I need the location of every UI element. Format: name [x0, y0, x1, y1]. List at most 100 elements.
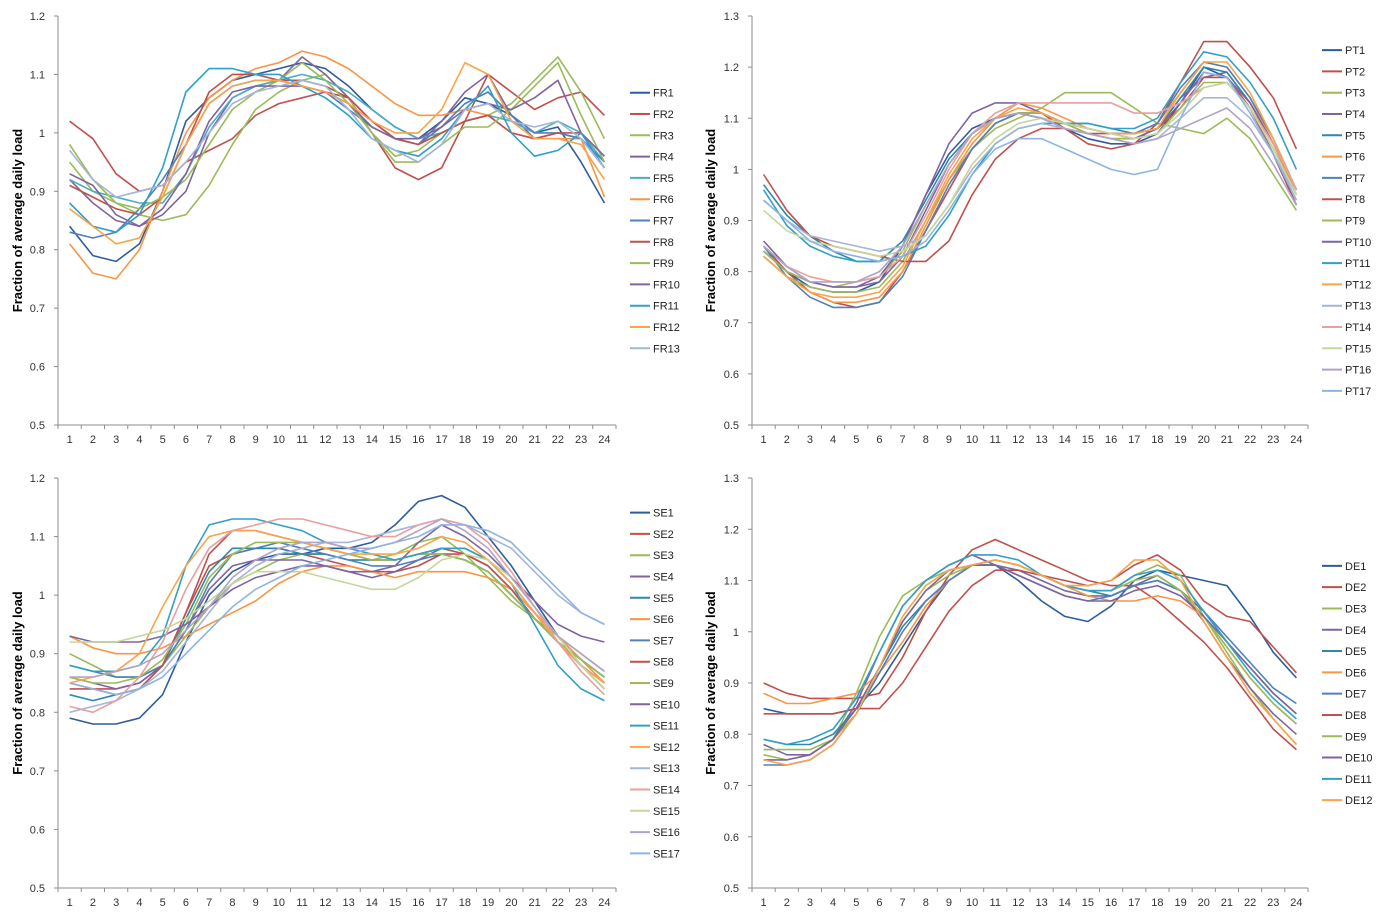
series-line-pt12	[763, 61, 1298, 299]
x-tick-label: 18	[1151, 434, 1163, 446]
legend-label-fr12: FR12	[653, 322, 680, 334]
x-tick-label: 13	[343, 897, 355, 909]
x-tick-label: 14	[366, 434, 378, 446]
legend-label-se16: SE16	[653, 827, 680, 839]
x-tick-label: 13	[1035, 434, 1047, 446]
legend-label-fr2: FR2	[653, 109, 674, 121]
x-tick-label: 6	[876, 897, 882, 909]
x-tick-label: 21	[529, 434, 541, 446]
x-tick-label: 17	[436, 434, 448, 446]
x-tick-label: 2	[784, 897, 790, 909]
legend-label-fr3: FR3	[653, 130, 674, 142]
x-tick-label: 3	[807, 897, 813, 909]
x-tick-label: 1	[761, 434, 767, 446]
x-tick-label: 4	[830, 897, 836, 909]
y-tick-label: 1.2	[724, 524, 739, 536]
legend-label-fr8: FR8	[653, 237, 674, 249]
x-tick-label: 16	[1105, 434, 1117, 446]
x-tick-label: 23	[1267, 434, 1279, 446]
y-axis-label: Fraction of average daily load	[10, 129, 25, 313]
x-tick-label: 24	[1290, 434, 1302, 446]
x-tick-label: 21	[529, 897, 541, 909]
legend-label-se13: SE13	[653, 763, 680, 775]
x-tick-label: 10	[273, 434, 285, 446]
x-tick-label: 8	[229, 434, 235, 446]
y-tick-label: 0.8	[724, 267, 739, 279]
series-line-de7	[763, 564, 1297, 766]
series-line-se6	[69, 565, 605, 684]
x-tick-label: 24	[598, 897, 610, 909]
legend-label-fr10: FR10	[653, 279, 680, 291]
series-line-fr11	[69, 67, 606, 233]
y-tick-label: 0.8	[30, 707, 45, 719]
x-tick-label: 18	[459, 897, 471, 909]
series-line-fr7	[69, 79, 605, 239]
legend-label-pt9: PT9	[1345, 216, 1365, 228]
legend-label-se17: SE17	[653, 848, 680, 860]
x-tick-label: 16	[412, 897, 424, 909]
series-line-fr5	[69, 73, 606, 204]
legend-label-pt12: PT12	[1345, 279, 1371, 291]
x-tick-label: 15	[389, 897, 401, 909]
x-tick-label: 3	[807, 434, 813, 446]
x-tick-label: 7	[900, 434, 906, 446]
x-tick-label: 8	[923, 434, 929, 446]
legend-label-pt6: PT6	[1345, 152, 1365, 164]
y-tick-label: 1.1	[30, 532, 45, 544]
x-tick-label: 17	[1128, 434, 1140, 446]
series-line-de9	[763, 559, 1297, 751]
legend-label-de2: DE2	[1345, 582, 1366, 594]
x-tick-label: 19	[1174, 434, 1186, 446]
legend-label-de8: DE8	[1345, 710, 1366, 722]
series-line-pt10	[763, 71, 1298, 288]
legend-label-fr9: FR9	[653, 258, 674, 270]
x-tick-label: 20	[505, 434, 517, 446]
legend-label-pt14: PT14	[1345, 322, 1371, 334]
y-tick-label: 0.5	[30, 883, 45, 895]
legend-label-fr6: FR6	[653, 194, 674, 206]
series-line-pt17	[763, 71, 1298, 263]
legend-label-pt7: PT7	[1345, 173, 1365, 185]
x-tick-label: 11	[296, 897, 307, 909]
legend-label-pt4: PT4	[1345, 109, 1365, 121]
legend-label-de5: DE5	[1345, 646, 1366, 658]
series-line-se1	[69, 494, 605, 725]
y-tick-label: 1	[39, 590, 45, 602]
legend-label-de1: DE1	[1345, 561, 1366, 573]
x-tick-label: 16	[412, 434, 424, 446]
x-tick-label: 5	[160, 434, 166, 446]
x-tick-label: 12	[1012, 897, 1024, 909]
legend-label-pt1: PT1	[1345, 45, 1365, 57]
legend-label-se4: SE4	[653, 572, 674, 584]
x-tick-label: 5	[853, 897, 859, 909]
series-line-pt7	[762, 61, 1298, 309]
x-tick-label: 16	[1105, 897, 1117, 909]
x-tick-label: 13	[343, 434, 355, 446]
legend-label-fr5: FR5	[653, 173, 674, 185]
y-tick-label: 0.7	[30, 766, 45, 778]
x-tick-label: 9	[253, 434, 259, 446]
y-tick-label: 0.9	[30, 186, 45, 198]
legend-label-fr13: FR13	[653, 343, 680, 355]
series-line-de12	[763, 559, 1297, 766]
series-line-se12	[69, 529, 605, 684]
legend-label-se10: SE10	[653, 699, 680, 711]
y-tick-label: 0.5	[724, 883, 739, 895]
legend-label-se2: SE2	[653, 529, 674, 541]
x-tick-label: 23	[1267, 897, 1279, 909]
legend-label-pt10: PT10	[1345, 237, 1371, 249]
x-tick-label: 6	[876, 434, 882, 446]
legend-label-de7: DE7	[1345, 689, 1366, 701]
chart-svg-fr: 0.50.60.70.80.911.11.21 2 3 4 5 6 7 8 9 10 11 12 13 1…	[10, 11, 680, 446]
x-tick-label: 20	[1198, 897, 1210, 909]
x-tick-label: 24	[1290, 897, 1302, 909]
x-tick-label: 6	[183, 897, 189, 909]
y-tick-label: 0.6	[724, 369, 739, 381]
y-tick-label: 1.2	[724, 62, 739, 74]
y-axis-label: Fraction of average daily load	[10, 591, 25, 775]
y-tick-label: 1.3	[724, 11, 739, 23]
legend-label-de9: DE9	[1345, 731, 1366, 743]
x-tick-label: 17	[1128, 897, 1140, 909]
x-tick-label: 15	[1082, 434, 1094, 446]
series-line-fr9	[68, 61, 606, 210]
